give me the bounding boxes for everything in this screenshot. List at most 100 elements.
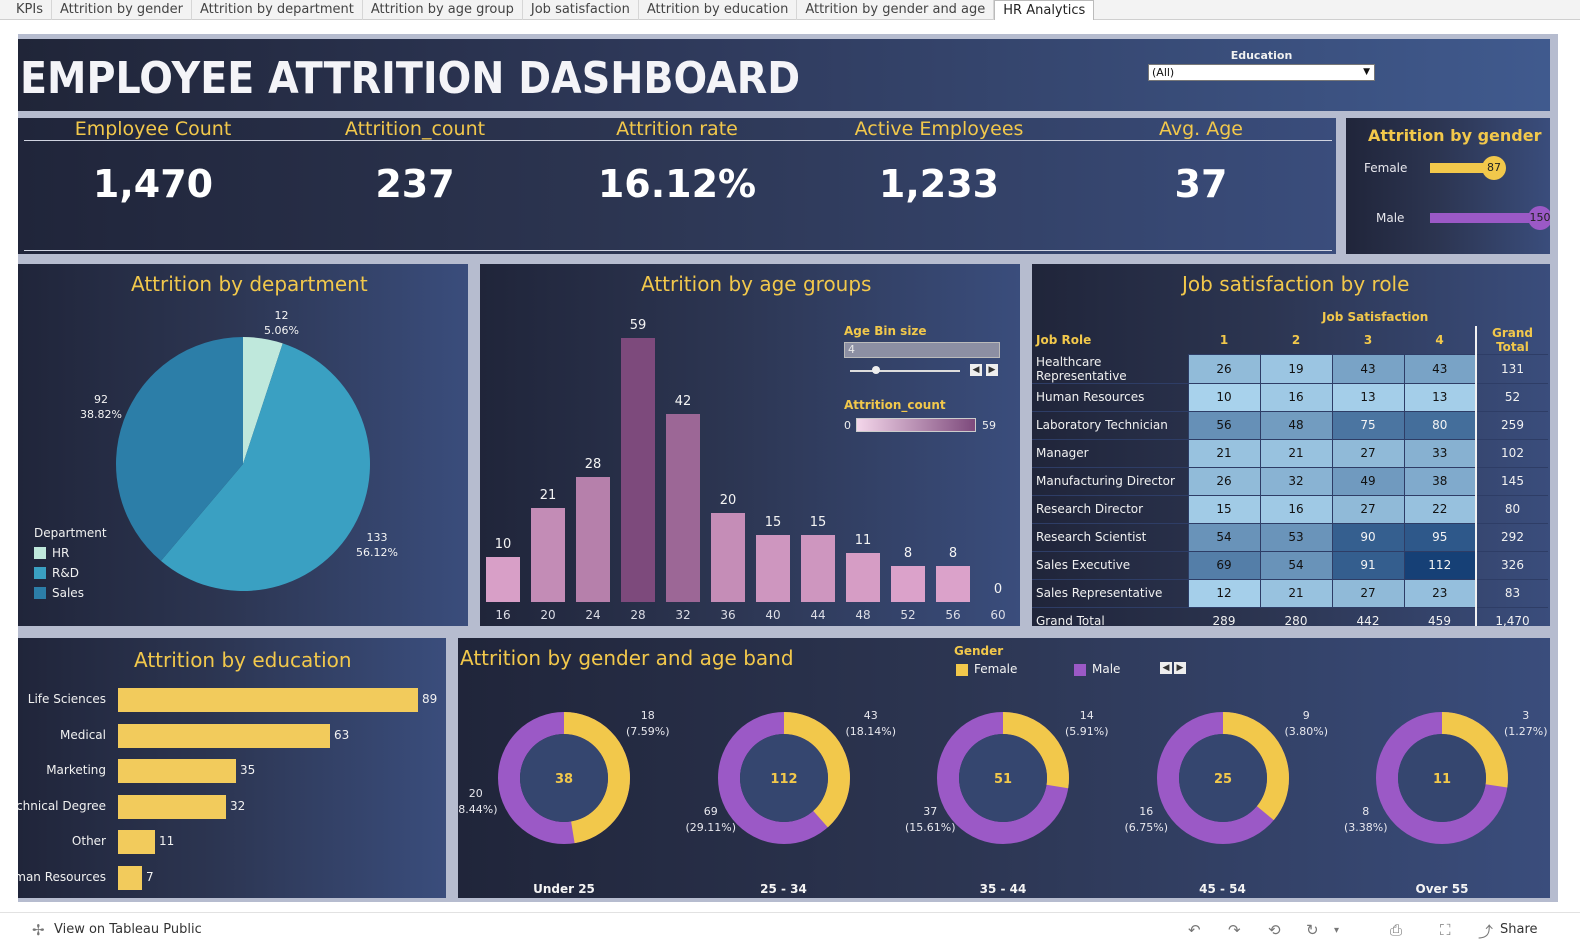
download-icon[interactable]: ⎙	[1390, 921, 1403, 939]
age-bar[interactable]	[756, 535, 790, 602]
age-bar[interactable]	[576, 477, 610, 602]
view-on-tableau-link[interactable]: View on Tableau Public	[54, 922, 202, 937]
tab-attrition-by-department[interactable]: Attrition by department	[192, 0, 363, 20]
heat-cell[interactable]: 56	[1187, 410, 1261, 440]
pie-slice-sales[interactable]	[115, 337, 243, 561]
heat-cell[interactable]: 15	[1187, 494, 1261, 524]
heat-cell[interactable]: 27	[1331, 494, 1405, 524]
heat-cell[interactable]: 27	[1331, 438, 1405, 468]
age-bar-value: 10	[494, 537, 512, 552]
education-bar[interactable]	[118, 688, 418, 712]
age-bin-slider[interactable]: ◀ ▶	[844, 364, 1000, 378]
heat-cell[interactable]: 21	[1187, 438, 1261, 468]
tab-hr-analytics[interactable]: HR Analytics	[994, 0, 1095, 20]
heat-cell[interactable]: 33	[1403, 438, 1477, 468]
age-bar[interactable]	[846, 553, 880, 602]
tab-kpis[interactable]: KPIs	[8, 0, 52, 20]
heat-cell[interactable]: 90	[1331, 522, 1405, 552]
step-right-icon[interactable]: ▶	[986, 364, 998, 376]
step-left-icon[interactable]: ◀	[970, 364, 982, 376]
heat-cell[interactable]: 13	[1403, 382, 1477, 412]
legend-item[interactable]: Sales	[34, 586, 107, 600]
pie-slice-rd[interactable]	[160, 343, 370, 591]
female-swatch	[956, 664, 968, 676]
donut-male-label: 69 (29.11%)	[685, 805, 737, 834]
heat-cell[interactable]: 19	[1259, 354, 1333, 384]
heat-cell[interactable]: 27	[1331, 578, 1405, 608]
heat-cell[interactable]: 49	[1331, 466, 1405, 496]
heat-cell[interactable]: 21	[1259, 438, 1333, 468]
share-button[interactable]: Share	[1500, 922, 1538, 937]
pie-slice-hr[interactable]	[243, 337, 283, 464]
legend-item[interactable]: HR	[34, 546, 107, 560]
heat-cell[interactable]: 43	[1331, 354, 1405, 384]
tab-attrition-by-gender-and-age[interactable]: Attrition by gender and age	[797, 0, 995, 20]
education-bar[interactable]	[118, 830, 155, 854]
heat-cell[interactable]: 38	[1403, 466, 1477, 496]
refresh-dropdown-icon[interactable]: ▾	[1334, 925, 1340, 936]
age-bar[interactable]	[801, 535, 835, 602]
donut-3[interactable]: 25	[1156, 712, 1289, 844]
col-header-role: Job Role	[1036, 333, 1092, 348]
age-bar[interactable]	[666, 414, 700, 602]
education-bar[interactable]	[118, 759, 236, 783]
heat-cell[interactable]: 80	[1403, 410, 1477, 440]
redo-icon[interactable]: ↷	[1228, 921, 1241, 939]
education-filter[interactable]: Education (All) ▼	[1148, 49, 1375, 81]
fullscreen-icon[interactable]: ⛶	[1440, 921, 1451, 939]
heat-cell[interactable]: 69	[1187, 550, 1261, 580]
row-total: 52	[1475, 383, 1548, 412]
heat-cell[interactable]: 43	[1403, 354, 1477, 384]
heat-cell[interactable]: 23	[1403, 578, 1477, 608]
heat-cell[interactable]: 22	[1403, 494, 1477, 524]
heat-cell[interactable]: 112	[1403, 550, 1477, 580]
heat-cell[interactable]: 26	[1187, 354, 1261, 384]
heat-cell[interactable]: 16	[1259, 382, 1333, 412]
education-bar[interactable]	[118, 865, 142, 890]
heat-cell[interactable]: 95	[1403, 522, 1477, 552]
heat-cell[interactable]: 54	[1259, 550, 1333, 580]
slider-thumb[interactable]	[872, 366, 880, 374]
share-icon[interactable]: ⤴	[1478, 923, 1494, 941]
heat-cell[interactable]: 12	[1187, 578, 1261, 608]
age-bar[interactable]	[891, 566, 925, 602]
education-select[interactable]: (All) ▼	[1148, 64, 1375, 81]
education-row: Other 11	[18, 830, 438, 854]
revert-icon[interactable]: ⟲	[1268, 921, 1281, 939]
age-bar[interactable]	[621, 338, 655, 602]
page-next-icon[interactable]: ▶	[1174, 662, 1186, 674]
heat-cell[interactable]: 75	[1331, 410, 1405, 440]
age-bar[interactable]	[531, 508, 565, 602]
heat-cell[interactable]: 32	[1259, 466, 1333, 496]
age-bar[interactable]	[711, 513, 745, 602]
heat-cell[interactable]: 91	[1331, 550, 1405, 580]
heat-cell[interactable]: 48	[1259, 410, 1333, 440]
heat-cell[interactable]: 13	[1331, 382, 1405, 412]
heat-cell[interactable]: 54	[1187, 522, 1261, 552]
heat-cell[interactable]: 53	[1259, 522, 1333, 552]
heat-cell[interactable]: 16	[1259, 494, 1333, 524]
heat-cell[interactable]: 10	[1187, 382, 1261, 412]
undo-icon[interactable]: ↶	[1188, 921, 1201, 939]
refresh-icon[interactable]: ↻	[1306, 921, 1319, 939]
tab-attrition-by-gender[interactable]: Attrition by gender	[52, 0, 192, 20]
donut-4[interactable]: 11	[1376, 712, 1508, 844]
tab-job-satisfaction[interactable]: Job satisfaction	[523, 0, 639, 20]
tab-attrition-by-education[interactable]: Attrition by education	[639, 0, 798, 20]
age-bin-input[interactable]: 4	[844, 342, 1000, 358]
kpi-value: 1,233	[878, 162, 1000, 206]
donut-1[interactable]: 112	[717, 712, 850, 844]
age-bar[interactable]	[936, 566, 970, 602]
role-cell: Sales Executive	[1032, 551, 1188, 580]
heat-cell[interactable]: 26	[1187, 466, 1261, 496]
legend-item[interactable]: R&D	[34, 566, 107, 580]
education-bar[interactable]	[118, 723, 330, 748]
chevron-down-icon[interactable]: ▼	[1363, 67, 1370, 77]
tab-attrition-by-age-group[interactable]: Attrition by age group	[363, 0, 523, 20]
donut-2[interactable]: 51	[937, 712, 1069, 844]
donut-0[interactable]: 38	[498, 712, 630, 844]
age-bar[interactable]	[486, 557, 520, 602]
education-bar[interactable]	[118, 794, 226, 819]
heat-cell[interactable]: 21	[1259, 578, 1333, 608]
page-prev-icon[interactable]: ◀	[1160, 662, 1172, 674]
